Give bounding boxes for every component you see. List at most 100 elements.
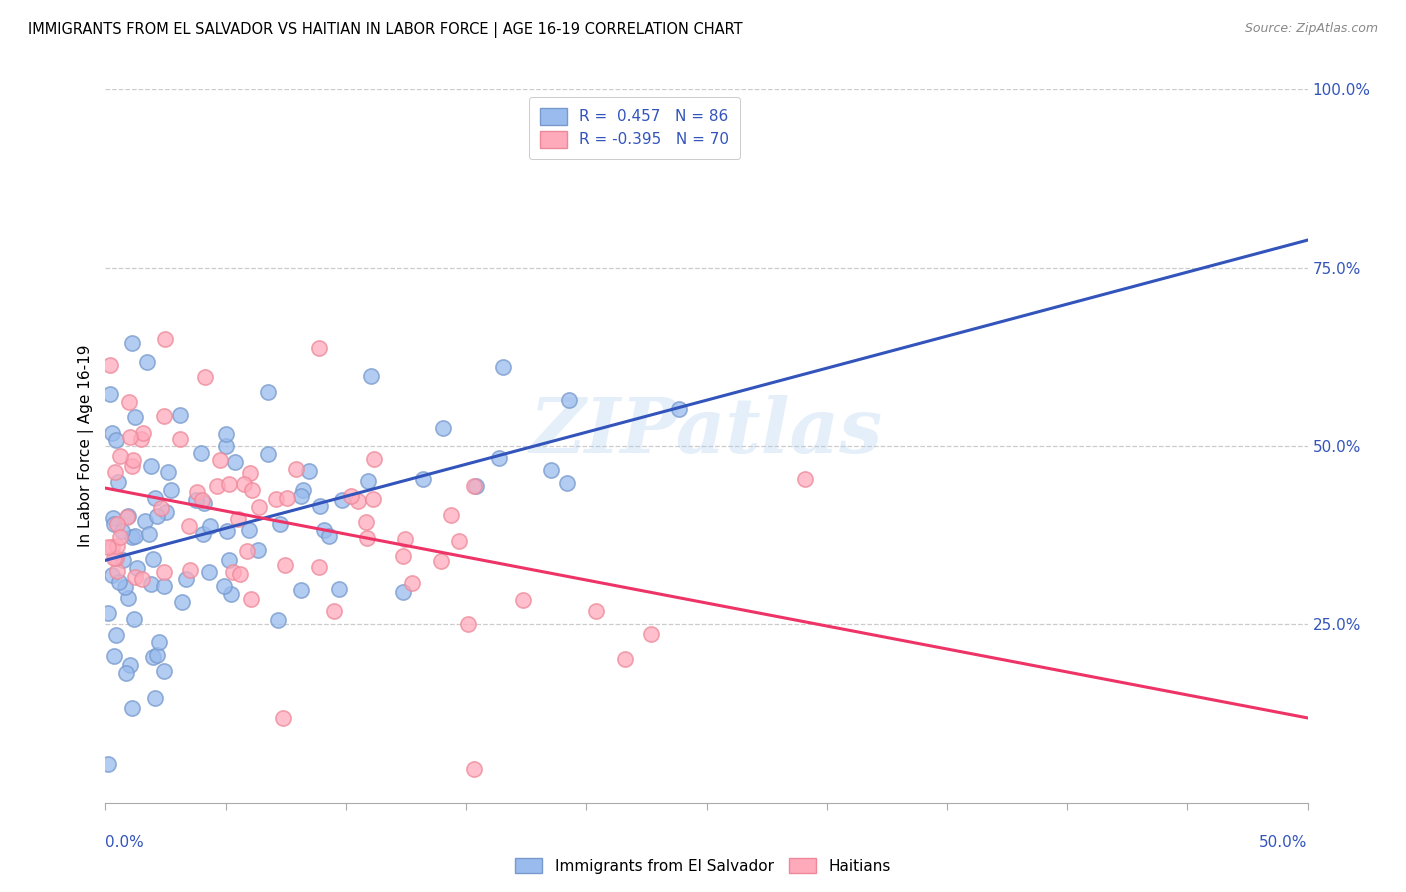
Text: 0.0%: 0.0% (105, 836, 145, 850)
Point (235, 544, 257, 558)
Point (105, 517, 128, 532)
Point (103, 516, 125, 531)
Point (120, 658, 142, 673)
Point (186, 485, 208, 500)
Point (184, 493, 207, 508)
Point (152, 578, 174, 592)
Point (354, 515, 377, 529)
Point (291, 483, 314, 497)
Point (100, 358, 122, 372)
Point (156, 465, 179, 479)
Point (360, 368, 382, 383)
Point (193, 496, 215, 510)
Point (105, 539, 128, 553)
Point (142, 650, 165, 665)
Point (274, 558, 297, 573)
Legend: R =  0.457   N = 86, R = -0.395   N = 70: R = 0.457 N = 86, R = -0.395 N = 70 (529, 97, 740, 159)
Point (105, 564, 128, 578)
Point (143, 691, 166, 706)
Point (108, 574, 131, 589)
Point (103, 511, 125, 525)
Point (139, 577, 162, 591)
Point (191, 492, 214, 507)
Point (233, 476, 256, 491)
Point (668, 401, 690, 416)
Point (155, 505, 177, 519)
Point (104, 551, 127, 566)
Point (190, 446, 212, 460)
Point (136, 355, 159, 369)
Point (432, 421, 454, 435)
Point (447, 533, 470, 548)
Point (169, 408, 191, 422)
Text: Source: ZipAtlas.com: Source: ZipAtlas.com (1244, 22, 1378, 36)
Point (108, 450, 131, 464)
Point (97, 756, 120, 771)
Point (174, 572, 197, 586)
Point (585, 603, 607, 617)
Point (356, 531, 378, 545)
Point (463, 479, 485, 493)
Point (457, 617, 479, 632)
Point (104, 628, 127, 642)
Point (198, 566, 221, 580)
Point (256, 447, 278, 461)
Point (153, 664, 176, 678)
Point (430, 554, 453, 568)
Point (613, 652, 636, 666)
Point (219, 586, 242, 600)
Point (124, 612, 146, 626)
Point (179, 563, 201, 577)
Point (121, 458, 143, 473)
Point (103, 649, 125, 664)
Point (271, 711, 294, 725)
Point (218, 552, 240, 566)
Point (238, 523, 260, 537)
Point (267, 613, 290, 627)
Point (224, 455, 246, 469)
Point (146, 508, 169, 523)
Point (152, 409, 174, 423)
Text: IMMIGRANTS FROM EL SALVADOR VS HAITIAN IN LABOR FORCE | AGE 16-19 CORRELATION CH: IMMIGRANTS FROM EL SALVADOR VS HAITIAN I… (28, 22, 742, 38)
Point (172, 594, 194, 608)
Point (198, 519, 221, 533)
Point (177, 519, 200, 533)
Point (143, 491, 166, 505)
Point (104, 434, 127, 448)
Point (465, 479, 488, 493)
Point (153, 566, 176, 580)
Point (215, 427, 238, 442)
Point (392, 549, 415, 564)
Point (488, 450, 510, 465)
Point (205, 479, 228, 493)
Point (191, 527, 214, 541)
Point (153, 332, 176, 346)
Point (100, 426, 122, 441)
Legend: Immigrants from El Salvador, Haitians: Immigrants from El Salvador, Haitians (509, 852, 897, 880)
Point (114, 580, 136, 594)
Point (308, 341, 330, 355)
Point (246, 543, 269, 558)
Point (111, 524, 134, 539)
Point (257, 385, 280, 400)
Point (193, 369, 215, 384)
Point (142, 552, 165, 566)
Point (169, 433, 191, 447)
Point (512, 592, 534, 607)
Point (640, 627, 662, 641)
Point (463, 762, 485, 776)
Point (226, 512, 249, 526)
Point (101, 540, 124, 554)
Point (125, 561, 148, 575)
Text: ZIPatlas: ZIPatlas (530, 395, 883, 468)
Point (330, 493, 353, 508)
Point (117, 508, 139, 523)
Point (555, 475, 578, 490)
Point (284, 462, 307, 476)
Point (312, 523, 335, 537)
Point (131, 572, 153, 586)
Point (290, 489, 312, 503)
Point (100, 568, 122, 582)
Point (392, 585, 415, 599)
Point (276, 491, 298, 505)
